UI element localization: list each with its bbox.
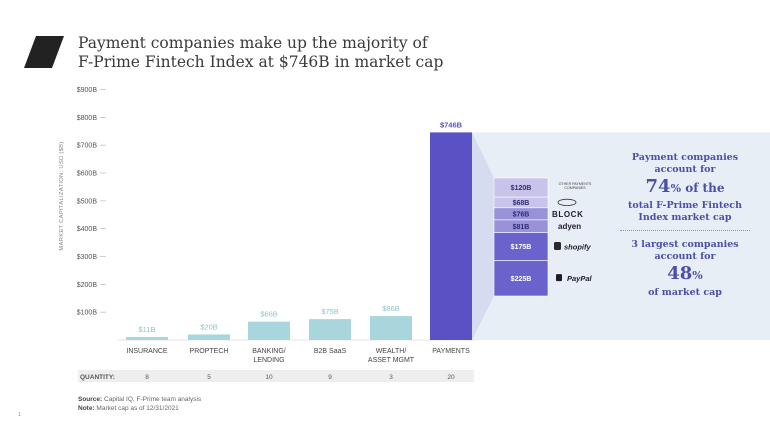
x-category-label: INSURANCE (126, 348, 168, 355)
source-value: Capital IQ, F-Prime team analysis (102, 396, 202, 403)
quantity-row-bg (78, 370, 474, 382)
source-key: Source: (78, 396, 103, 403)
footer-notes: Source: Capital IQ, F-Prime team analysi… (78, 395, 201, 413)
note-value: Market cap as of 12/31/2021 (94, 405, 179, 412)
breakdown-value-label: $120B (511, 185, 532, 192)
bar-2 (188, 334, 230, 340)
bar-value-label: $66B (260, 310, 278, 319)
bar-3 (248, 321, 290, 340)
panel-line-3: total F-Prime Fintech (628, 200, 742, 211)
panel-big2-percent: % (692, 269, 703, 282)
info-panel: Payment companies account for 74% of the… (610, 152, 760, 299)
panel-divider (620, 230, 750, 231)
panel-big-stat-2: 48% (610, 263, 760, 287)
block-logo: BLOCK (552, 210, 583, 219)
panel-big1-number: 74 (645, 176, 671, 197)
bar-value-label: $746B (440, 120, 463, 129)
quantity-value: 9 (328, 374, 332, 381)
panel-line-2: account for (654, 164, 716, 175)
quantity-value: 3 (389, 374, 393, 381)
y-tick-label: $700B (77, 143, 98, 150)
y-tick-label: $500B (77, 198, 98, 205)
title-line-1: Payment companies make up the majority o… (78, 34, 428, 52)
bar-5 (370, 316, 412, 340)
quantity-value: 5 (207, 374, 211, 381)
breakdown-value-label: $175B (511, 244, 532, 251)
y-axis-label: MARKET CAPITALIZATION: USD ($B) (59, 141, 65, 250)
breakdown-funnel (472, 132, 494, 340)
paypal-icon (556, 274, 562, 282)
x-category-label: PAYMENTS (432, 348, 470, 355)
y-tick-label: $400B (77, 226, 98, 233)
y-tick-label: $200B (77, 282, 98, 289)
quantity-label: QUANTITY: (80, 374, 115, 381)
other-companies-label: OTHER PAYMENTS (559, 182, 592, 186)
y-tick-label: $800B (77, 115, 98, 122)
panel-big-stat-1: 74% of the (610, 176, 760, 200)
bar-value-label: $75B (321, 307, 339, 316)
bar-4 (309, 319, 351, 340)
quantity-value: 8 (145, 374, 149, 381)
brand-logo-mark (24, 36, 64, 68)
y-tick-label: $100B (77, 310, 98, 317)
x-category-label-line2: LENDING (253, 357, 284, 364)
shopify-logo: shopify (564, 243, 591, 252)
panel-line-5: 3 largest companies (631, 239, 739, 250)
panel-line-6: account for (654, 251, 716, 262)
paypal-logo: PayPal (567, 274, 593, 283)
other-companies-label-line2: COMPANIES (564, 186, 586, 190)
x-category-label-line2: ASSET MGMT (368, 357, 415, 364)
title-line-2: F-Prime Fintech Index at $746B in market… (78, 53, 444, 71)
panel-big1-percent: % (670, 182, 682, 195)
x-category-label: B2B SaaS (314, 348, 347, 355)
footer-note: Note: Market cap as of 12/31/2021 (78, 404, 201, 413)
breakdown-segment (493, 177, 549, 198)
bar-value-label: $20B (200, 322, 218, 331)
breakdown-value-label: $76B (513, 211, 530, 218)
panel-line-4: Index market cap (638, 212, 732, 223)
bar-value-label: $11B (139, 325, 156, 334)
breakdown-value-label: $68B (513, 200, 530, 207)
footer-source: Source: Capital IQ, F-Prime team analysi… (78, 395, 201, 404)
panel-big1-rest: of the (681, 181, 725, 195)
breakdown-segment (493, 232, 549, 261)
panel-line-7: of market cap (648, 287, 722, 298)
bar-1 (126, 336, 168, 340)
x-category-label: PROPTECH (190, 348, 229, 355)
y-tick-label: $300B (77, 254, 98, 261)
breakdown-segment (493, 260, 549, 297)
bar-6 (430, 132, 472, 340)
adyen-logo: adyen (558, 222, 581, 231)
x-category-label: WEALTH/ (376, 348, 407, 355)
page-number: 1 (18, 412, 21, 418)
quantity-value: 10 (265, 374, 273, 381)
y-tick-label: $600B (77, 171, 98, 178)
quantity-value: 20 (447, 374, 455, 381)
panel-big2-number: 48 (667, 263, 693, 284)
shopify-bag-icon (554, 242, 561, 251)
breakdown-value-label: $81B (513, 224, 530, 231)
y-tick-label: $900B (77, 87, 98, 94)
bar-value-label: $86B (382, 304, 400, 313)
breakdown-value-label: $225B (511, 276, 532, 283)
page-title: Payment companies make up the majority o… (78, 34, 498, 72)
x-category-label: BANKING/ (252, 348, 286, 355)
fis-logo-icon (557, 198, 577, 206)
note-key: Note: (78, 405, 95, 412)
panel-line-1: Payment companies (631, 152, 739, 163)
